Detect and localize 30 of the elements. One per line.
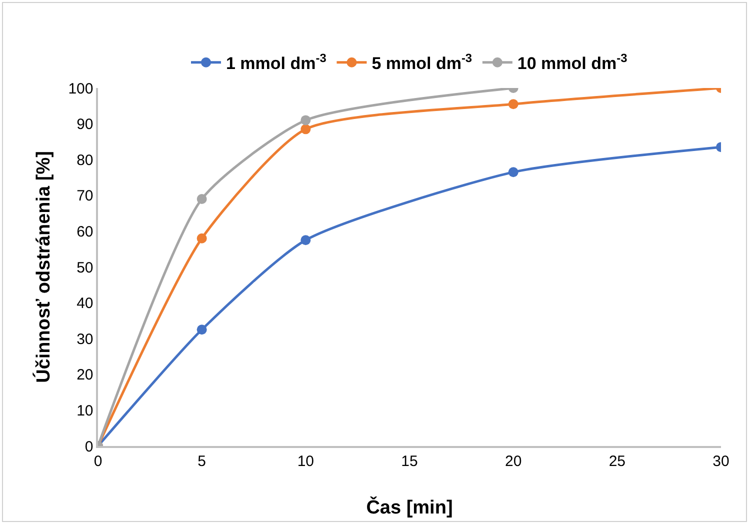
x-tick-label: 20: [504, 452, 522, 470]
y-tick-label: 60: [76, 223, 94, 240]
y-tick-label: 70: [76, 188, 94, 205]
y-axis-title: Účinnosť odstránenia [%]: [32, 151, 54, 383]
point: [300, 124, 311, 134]
legend-label: 1 mmol dm$^{-3}$: [226, 50, 327, 74]
y-tick-label: 50: [76, 259, 94, 276]
y-tick-label: 0: [84, 438, 94, 456]
point: [300, 235, 311, 246]
point: [196, 233, 207, 244]
y-tick-label: 40: [76, 295, 94, 312]
legend-label: 10 mmol dm$^{-3}$: [517, 50, 628, 74]
y-tick-label: 20: [76, 366, 94, 384]
legend-label: 5 mmol dm$^{-3}$: [372, 50, 472, 74]
x-tick-label: 25: [608, 452, 626, 470]
point: [196, 324, 207, 335]
x-axis-title: Čas [min]: [366, 496, 453, 518]
point: [508, 99, 518, 110]
x-tick-label: 10: [297, 452, 314, 470]
y-tick-label: 90: [76, 116, 94, 134]
y-tick-label: 10: [76, 402, 94, 420]
x-tick-label: 15: [401, 452, 418, 470]
y-tick-label: 80: [76, 152, 94, 169]
point: [300, 115, 311, 126]
y-tick-label: 30: [76, 330, 94, 348]
x-tick-label: 5: [198, 452, 206, 470]
x-tick-label: 30: [712, 452, 730, 470]
point: [196, 194, 207, 204]
y-tick-label: 100: [68, 80, 94, 98]
point: [508, 167, 518, 178]
